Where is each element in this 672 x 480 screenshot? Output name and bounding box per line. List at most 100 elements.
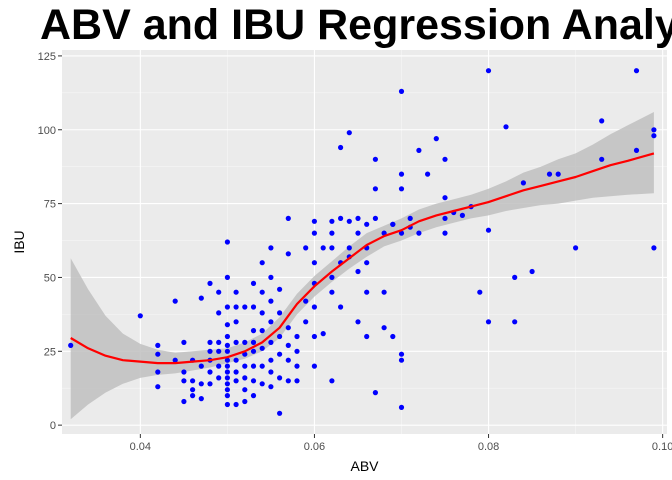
data-point	[242, 375, 248, 381]
data-point	[433, 136, 439, 142]
data-point	[224, 357, 230, 363]
data-point	[224, 369, 230, 375]
data-point	[268, 357, 274, 363]
data-point	[338, 304, 344, 310]
data-point	[338, 144, 344, 151]
data-point	[250, 393, 257, 399]
data-point	[242, 339, 248, 345]
data-point	[250, 378, 257, 384]
data-point	[250, 304, 257, 310]
data-point	[233, 357, 239, 363]
data-point	[224, 342, 230, 348]
data-point	[285, 342, 291, 348]
major-grid	[62, 50, 667, 434]
data-point	[181, 339, 187, 345]
data-point	[407, 215, 413, 221]
data-point	[224, 401, 230, 408]
data-point	[651, 133, 657, 139]
data-point	[311, 260, 317, 266]
axis-ticks: 0.04 0.06 0.08 0.10 0 25 50 75 100 125	[38, 51, 672, 453]
data-point	[364, 333, 370, 340]
data-point	[485, 319, 492, 325]
data-point	[381, 230, 387, 236]
data-point	[459, 212, 465, 218]
y-tick-label: 100	[38, 125, 56, 137]
data-point	[233, 304, 239, 310]
data-point	[155, 384, 161, 390]
data-point	[442, 215, 448, 221]
data-point	[320, 331, 326, 337]
data-point	[442, 195, 448, 201]
data-point	[259, 363, 265, 369]
data-point	[303, 319, 309, 325]
data-point	[633, 147, 640, 153]
smooth-line-layer	[70, 152, 655, 365]
data-point	[259, 310, 265, 316]
data-point	[224, 381, 230, 387]
data-point	[250, 328, 257, 334]
data-point	[233, 339, 239, 345]
data-point	[216, 310, 222, 316]
data-point	[416, 147, 422, 153]
data-point	[277, 410, 283, 416]
confidence-band-layer	[70, 112, 654, 420]
data-point	[294, 378, 300, 384]
data-point	[242, 304, 248, 310]
data-point	[285, 215, 291, 221]
data-point	[233, 289, 239, 295]
data-point	[651, 127, 657, 133]
data-point	[633, 68, 640, 74]
data-point	[329, 289, 335, 295]
data-point	[137, 313, 143, 319]
data-point	[155, 342, 161, 348]
data-point	[216, 348, 222, 354]
data-point	[398, 404, 405, 410]
points-layer	[68, 68, 657, 416]
data-point	[250, 280, 257, 286]
data-point	[198, 363, 204, 369]
data-point	[198, 381, 204, 387]
data-point	[398, 88, 405, 94]
data-point	[512, 319, 518, 325]
data-point	[277, 351, 283, 357]
y-tick-label: 25	[44, 346, 56, 358]
data-point	[224, 387, 230, 393]
data-point	[207, 339, 213, 345]
data-point	[329, 230, 335, 236]
data-point	[398, 357, 405, 363]
data-point	[546, 171, 553, 177]
y-tick-label: 50	[44, 272, 56, 284]
data-point	[190, 393, 196, 399]
data-point	[268, 274, 274, 280]
data-point	[259, 260, 265, 266]
data-point	[346, 130, 352, 136]
data-point	[485, 227, 492, 233]
data-point	[181, 378, 187, 384]
data-point	[250, 339, 257, 345]
data-point	[233, 401, 239, 408]
data-point	[398, 171, 405, 177]
smooth-fit-line	[70, 152, 655, 365]
x-tick-label: 0.08	[478, 441, 499, 453]
x-tick-label: 0.06	[304, 441, 325, 453]
data-point	[599, 156, 605, 162]
data-point	[277, 333, 283, 340]
data-point	[277, 375, 283, 381]
data-point	[259, 289, 265, 295]
data-point	[250, 348, 257, 354]
data-point	[68, 342, 74, 348]
data-point	[285, 325, 291, 331]
data-point	[329, 378, 335, 384]
data-point	[207, 348, 213, 354]
x-tick-label: 0.04	[130, 441, 151, 453]
data-point	[503, 124, 509, 130]
chart-title: ABV and IBU Regression Analysis	[40, 1, 672, 49]
data-point	[207, 369, 213, 375]
data-point	[355, 319, 361, 325]
data-point	[224, 363, 230, 369]
data-point	[250, 363, 257, 369]
data-point	[172, 298, 178, 304]
data-point	[398, 351, 405, 357]
data-point	[477, 289, 483, 295]
